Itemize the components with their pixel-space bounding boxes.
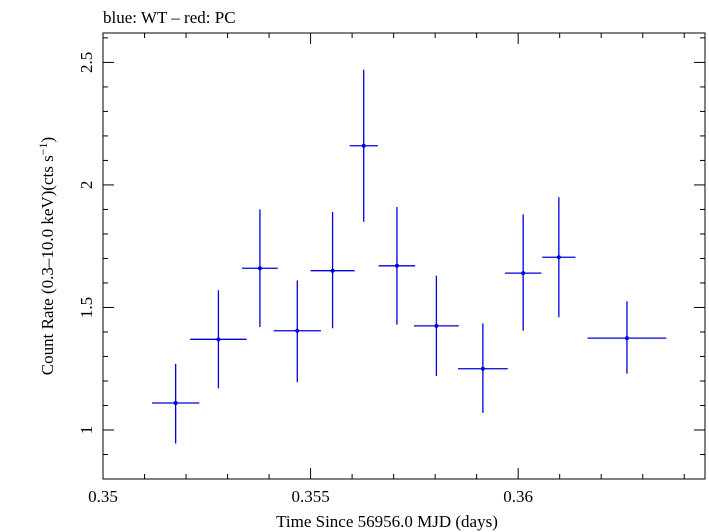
point-marker — [216, 337, 221, 342]
data-point — [151, 363, 200, 444]
data-point — [542, 197, 576, 318]
x-tick-label: 0.36 — [503, 487, 533, 506]
y-axis-title: Count Rate (0.3–10.0 keV)(cts s−1) — [36, 137, 57, 375]
axis-ticks: 0.35 0.355 0.36 1 1.5 2 2.5 — [77, 33, 705, 506]
y-axis-title-exponent: −1 — [36, 142, 50, 155]
data-point — [273, 280, 321, 383]
point-marker — [556, 255, 561, 260]
y-tick-label: 1 — [77, 426, 96, 435]
point-marker — [361, 143, 366, 148]
point-marker — [257, 266, 262, 271]
chart-title: blue: WT – red: PC — [103, 8, 236, 27]
point-marker — [480, 366, 485, 371]
data-point — [242, 209, 278, 328]
x-tick-label: 0.35 — [88, 487, 118, 506]
point-marker — [434, 323, 439, 328]
point-marker — [394, 263, 399, 268]
y-tick-label: 2 — [77, 181, 96, 190]
data-point — [190, 290, 247, 389]
point-marker — [330, 268, 335, 273]
data-point — [349, 69, 378, 222]
y-tick-label: 2.5 — [77, 52, 96, 73]
x-axis-title: Time Since 56956.0 MJD (days) — [276, 512, 498, 531]
point-marker — [521, 271, 526, 276]
plot-frame — [102, 32, 706, 480]
y-axis-title-main: Count Rate (0.3–10.0 keV)(cts s — [38, 155, 57, 375]
data-point — [378, 206, 416, 325]
x-tick-label: 0.355 — [291, 487, 329, 506]
y-tick-label: 1.5 — [77, 297, 96, 318]
point-marker — [624, 336, 629, 341]
data-point — [457, 323, 508, 413]
data-point — [310, 211, 355, 329]
data-series — [151, 69, 667, 444]
y-axis-title-close: ) — [38, 137, 57, 143]
point-marker — [173, 401, 178, 406]
data-point — [413, 275, 459, 377]
data-point — [587, 301, 667, 374]
data-point — [504, 214, 542, 331]
point-marker — [295, 328, 300, 333]
